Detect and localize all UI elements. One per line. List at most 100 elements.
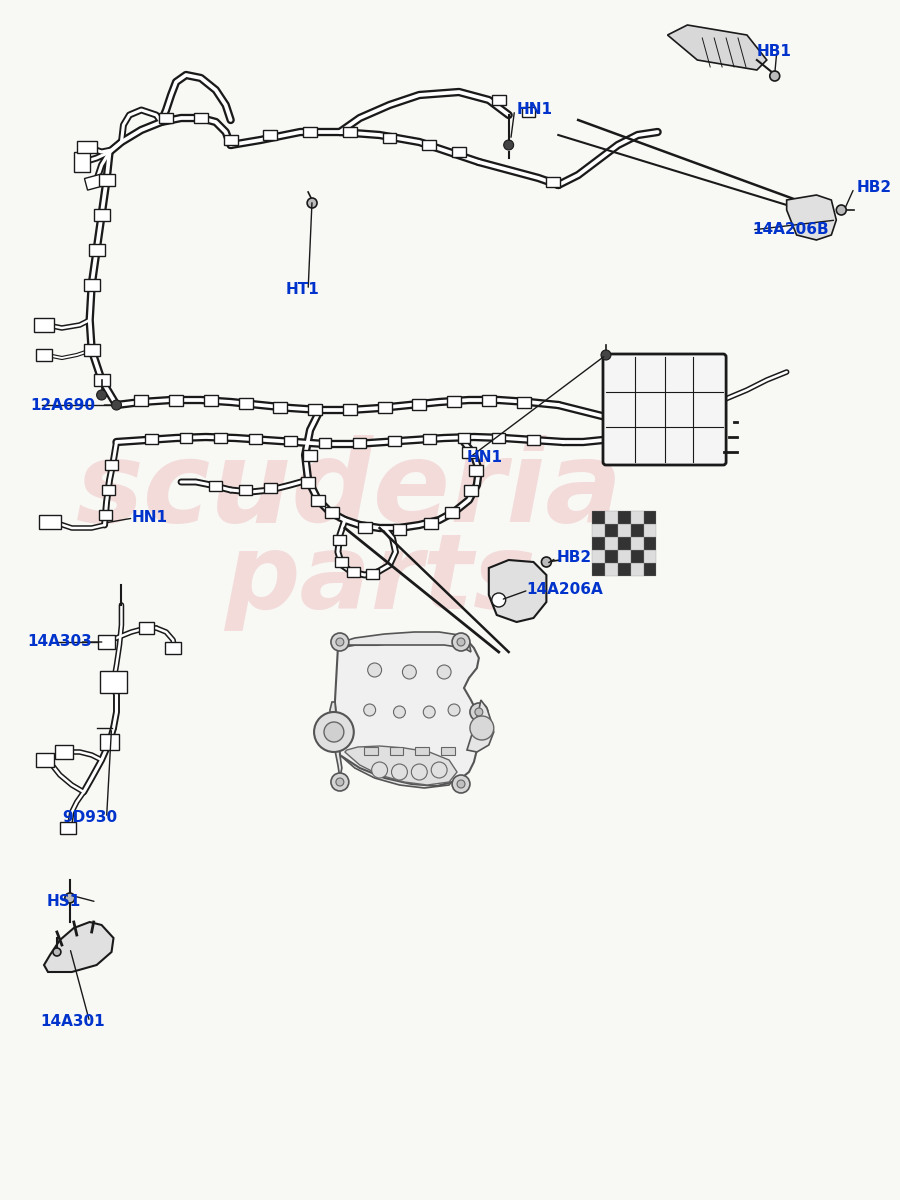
Bar (617, 511, 631, 524)
Bar (274, 402, 287, 413)
Bar (134, 395, 148, 406)
Bar (592, 538, 605, 550)
Circle shape (470, 716, 494, 740)
Bar (39, 515, 61, 529)
Bar (382, 133, 397, 143)
Text: HB2: HB2 (856, 180, 891, 196)
Polygon shape (668, 25, 767, 70)
Bar (605, 538, 617, 550)
Bar (60, 822, 76, 834)
Bar (605, 550, 617, 563)
Bar (303, 127, 317, 137)
Bar (239, 485, 252, 494)
Bar (194, 113, 208, 122)
Polygon shape (44, 922, 113, 972)
Bar (631, 538, 644, 550)
Bar (102, 485, 115, 494)
Bar (94, 374, 110, 386)
Circle shape (457, 638, 465, 646)
Circle shape (448, 704, 460, 716)
Bar (644, 511, 656, 524)
Text: parts: parts (224, 529, 536, 631)
Bar (347, 566, 360, 577)
Bar (249, 434, 262, 444)
Bar (464, 485, 478, 496)
Polygon shape (787, 194, 836, 240)
Bar (165, 642, 181, 654)
Bar (333, 535, 346, 545)
Bar (36, 349, 52, 361)
Bar (644, 550, 656, 563)
Circle shape (96, 390, 106, 400)
Bar (592, 511, 605, 524)
Bar (631, 563, 644, 576)
Bar (631, 511, 644, 524)
Bar (517, 396, 530, 408)
Bar (264, 482, 277, 493)
Bar (605, 524, 617, 538)
Bar (605, 563, 617, 576)
Bar (169, 395, 183, 406)
Bar (364, 746, 378, 755)
Bar (492, 433, 505, 443)
Bar (617, 524, 631, 538)
Text: 14A301: 14A301 (40, 1014, 104, 1030)
Bar (303, 450, 317, 461)
Polygon shape (335, 635, 481, 786)
Circle shape (452, 634, 470, 650)
Bar (204, 395, 218, 406)
Circle shape (452, 775, 470, 793)
Bar (55, 745, 73, 758)
Bar (358, 522, 372, 533)
Circle shape (314, 712, 354, 752)
Circle shape (65, 893, 75, 902)
Bar (617, 563, 631, 576)
Bar (482, 395, 496, 406)
Bar (447, 396, 461, 407)
Polygon shape (342, 632, 471, 652)
Circle shape (423, 706, 436, 718)
Text: 12A690: 12A690 (30, 397, 95, 413)
Circle shape (112, 400, 122, 410)
Bar (388, 436, 400, 446)
Bar (100, 734, 120, 750)
Text: HT1: HT1 (285, 282, 319, 298)
Bar (74, 152, 90, 172)
Polygon shape (340, 748, 459, 788)
Bar (441, 746, 455, 755)
Polygon shape (330, 702, 342, 778)
Text: HS1: HS1 (47, 894, 81, 910)
Polygon shape (345, 746, 457, 785)
Circle shape (393, 706, 405, 718)
Text: scuderia: scuderia (76, 434, 624, 546)
Bar (378, 402, 392, 413)
Circle shape (411, 764, 428, 780)
Bar (491, 95, 506, 104)
Text: HN1: HN1 (517, 102, 553, 118)
Bar (84, 344, 100, 356)
Circle shape (504, 140, 514, 150)
Circle shape (470, 703, 488, 721)
Polygon shape (489, 560, 546, 622)
Circle shape (491, 593, 506, 607)
Text: 14A206B: 14A206B (752, 222, 829, 238)
Circle shape (475, 708, 483, 716)
Circle shape (457, 780, 465, 788)
Circle shape (368, 662, 382, 677)
FancyBboxPatch shape (603, 354, 726, 464)
Circle shape (324, 722, 344, 742)
Bar (214, 433, 227, 443)
Circle shape (836, 205, 846, 215)
Text: HB2: HB2 (556, 551, 591, 565)
Bar (99, 510, 112, 520)
Bar (145, 434, 158, 444)
Bar (644, 538, 656, 550)
Circle shape (53, 948, 61, 956)
Bar (644, 563, 656, 576)
Bar (336, 557, 348, 566)
Bar (617, 550, 631, 563)
Circle shape (437, 665, 451, 679)
Circle shape (770, 71, 779, 80)
Text: HN1: HN1 (131, 510, 167, 526)
Bar (605, 511, 617, 524)
